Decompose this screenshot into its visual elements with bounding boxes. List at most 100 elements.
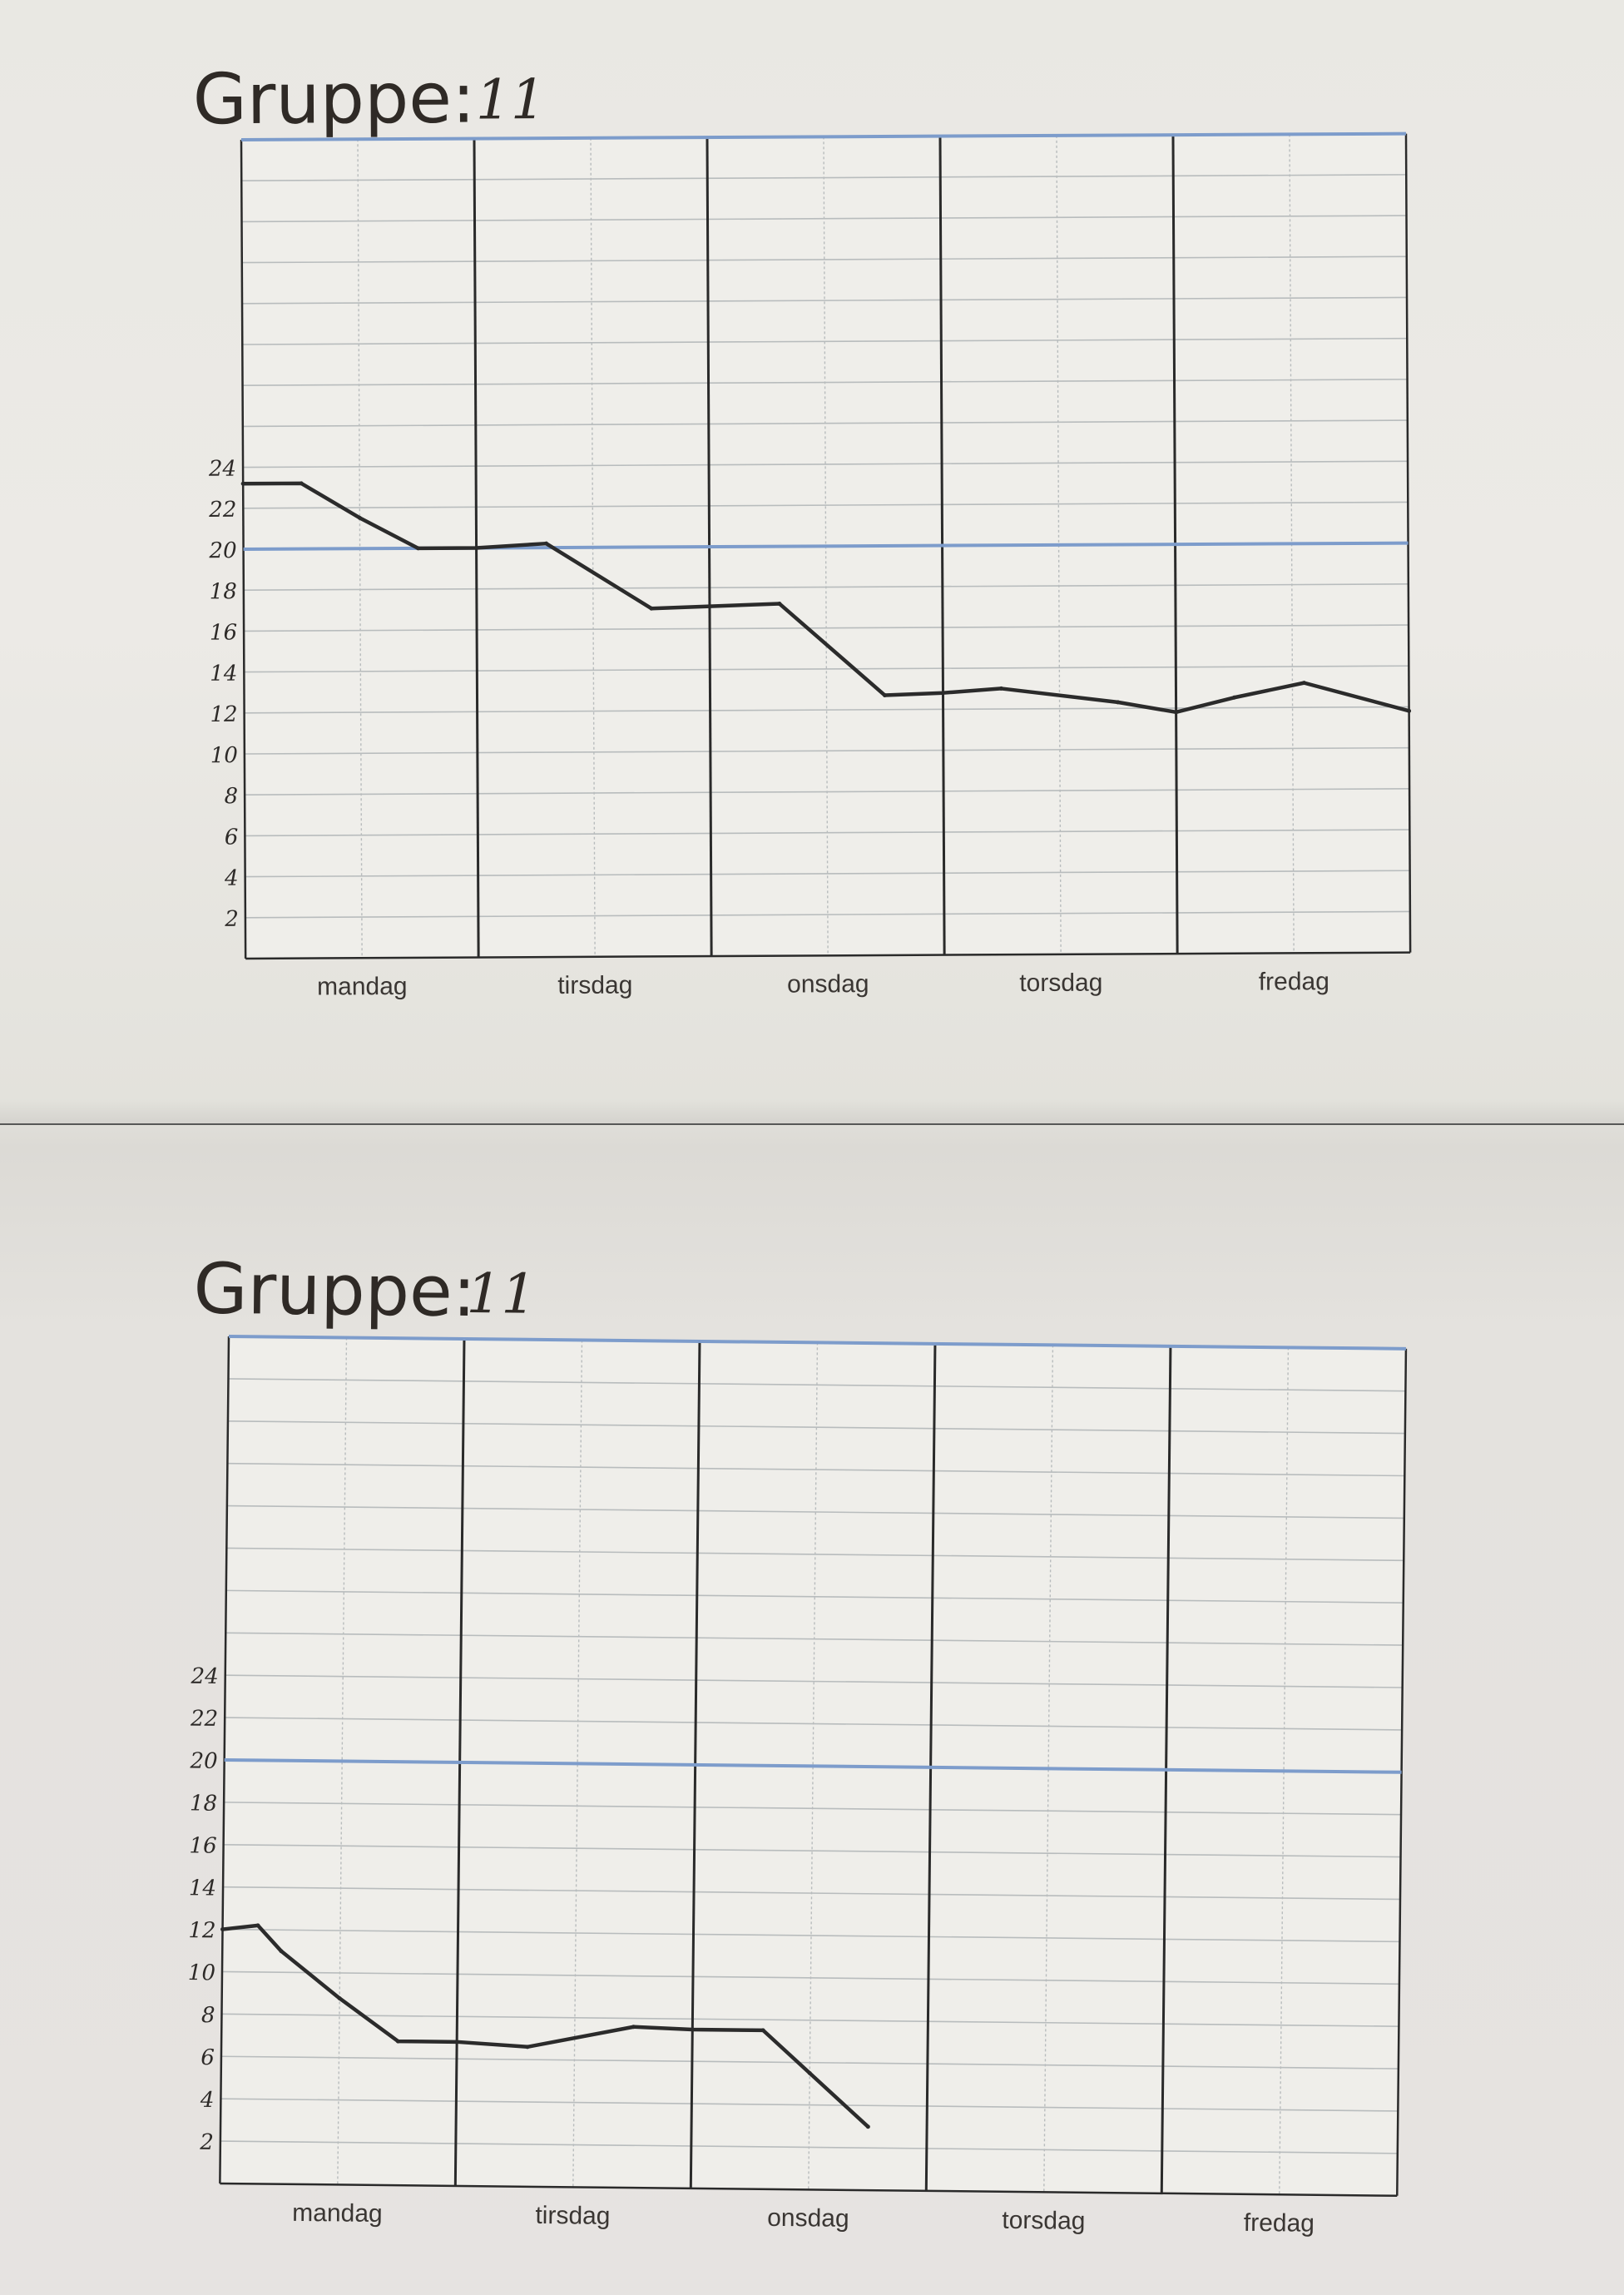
- y-tick-label: 12: [188, 1918, 215, 1943]
- grid-line-h: [241, 255, 1407, 264]
- series-line: [220, 1923, 870, 2129]
- grid-line-h: [243, 460, 1409, 468]
- grid-line-h: [226, 1504, 1404, 1519]
- data-point: [1174, 710, 1179, 715]
- grid-line-h: [242, 296, 1408, 305]
- y-tick-label: 24: [208, 457, 236, 482]
- grid-line-h: [225, 1589, 1404, 1604]
- grid-line-h: [225, 1674, 1403, 1688]
- y-tick-label: 8: [225, 784, 239, 809]
- y-tick-label: 6: [201, 2045, 215, 2070]
- data-point: [1301, 681, 1306, 686]
- data-point: [690, 2027, 695, 2032]
- paper-divider: [0, 1123, 1624, 1125]
- grid-line-v-minor: [1279, 1347, 1290, 2195]
- data-point: [255, 1923, 260, 1928]
- reference-line: [240, 131, 1406, 141]
- x-tick-label: torsdag: [1002, 2207, 1085, 2235]
- y-tick-label: 14: [189, 1876, 216, 1901]
- y-tick-label: 12: [210, 702, 237, 727]
- grid-line-h: [222, 1928, 1400, 1943]
- y-tick-label: 18: [190, 1791, 217, 1816]
- data-point: [474, 546, 479, 551]
- chart-title: Gruppe:: [193, 1248, 477, 1333]
- data-point: [525, 2045, 530, 2050]
- x-axis: [220, 2182, 1398, 2198]
- y-tick-label: 14: [210, 662, 237, 687]
- data-point: [1407, 708, 1412, 713]
- grid-line-v-minor: [572, 1340, 583, 2188]
- data-point: [240, 481, 245, 486]
- data-point: [883, 693, 888, 698]
- y-tick-label: 18: [210, 579, 237, 604]
- data-point: [357, 515, 362, 520]
- x-tick-label: tirsdag: [535, 2202, 610, 2230]
- y-tick-label: 2: [224, 907, 239, 932]
- data-point: [998, 686, 1003, 691]
- data-point: [395, 2039, 400, 2044]
- x-tick-label: fredag: [1244, 2209, 1315, 2238]
- y-tick-label: 22: [190, 1707, 218, 1732]
- y-tick-label: 20: [208, 538, 236, 563]
- y-tick-label: 4: [200, 2088, 215, 2113]
- data-point: [777, 602, 782, 607]
- y-tick-label: 22: [208, 498, 236, 523]
- x-tick-label: onsdag: [787, 970, 869, 999]
- grid-line-h: [243, 501, 1409, 509]
- data-point: [807, 2070, 812, 2075]
- x-tick-label: mandag: [292, 2199, 383, 2228]
- data-point: [631, 2025, 636, 2030]
- grid-line-v-minor: [337, 1337, 348, 2185]
- x-axis: [245, 951, 1411, 960]
- data-point: [299, 481, 304, 486]
- x-tick-label: torsdag: [1019, 969, 1102, 998]
- series-line: [240, 481, 1411, 715]
- chart-title: Gruppe:: [192, 57, 475, 141]
- data-point: [544, 541, 549, 546]
- grid-line-h: [245, 910, 1410, 919]
- grid-line-h: [221, 2013, 1399, 2027]
- grid-line-v-minor: [808, 1342, 819, 2190]
- data-point: [940, 691, 945, 696]
- grid-line-h: [227, 1420, 1405, 1435]
- paper-edge: [0, 1098, 1624, 1123]
- data-point: [220, 1927, 225, 1932]
- grid-line-h: [244, 665, 1409, 673]
- data-point: [337, 1995, 342, 2000]
- y-tick-label: 10: [188, 1960, 215, 1985]
- group-number: 11: [466, 1262, 537, 1326]
- grid-line-h: [245, 870, 1410, 878]
- reference-line: [228, 1335, 1406, 1351]
- x-tick-label: onsdag: [767, 2204, 849, 2233]
- data-point: [649, 606, 654, 611]
- x-tick-label: fredag: [1259, 968, 1329, 995]
- y-tick-label: 10: [210, 743, 238, 768]
- x-tick-label: mandag: [317, 973, 408, 1001]
- grid-line-h: [220, 2098, 1399, 2112]
- grid-line-h: [244, 706, 1409, 714]
- data-point: [1232, 695, 1237, 700]
- grid-line-h: [223, 1843, 1401, 1858]
- y-tick-label: 24: [190, 1664, 218, 1689]
- data-point: [1116, 700, 1121, 705]
- x-tick-label: tirsdag: [557, 972, 632, 999]
- data-point: [454, 2040, 459, 2045]
- data-point: [865, 2124, 870, 2129]
- data-point: [760, 2028, 765, 2033]
- data-point: [416, 546, 421, 551]
- data-point: [279, 1949, 284, 1954]
- y-tick-label: 2: [199, 2130, 214, 2155]
- y-tick-label: 20: [189, 1749, 217, 1774]
- y-tick-label: 8: [201, 2003, 215, 2028]
- group-number: 11: [476, 67, 546, 131]
- y-tick-label: 16: [189, 1833, 216, 1858]
- reference-line: [224, 1757, 1402, 1774]
- grid-line-v-minor: [1043, 1345, 1054, 2193]
- y-tick-label: 6: [225, 825, 239, 850]
- y-tick-label: 16: [210, 620, 237, 645]
- y-tick-label: 4: [224, 866, 239, 891]
